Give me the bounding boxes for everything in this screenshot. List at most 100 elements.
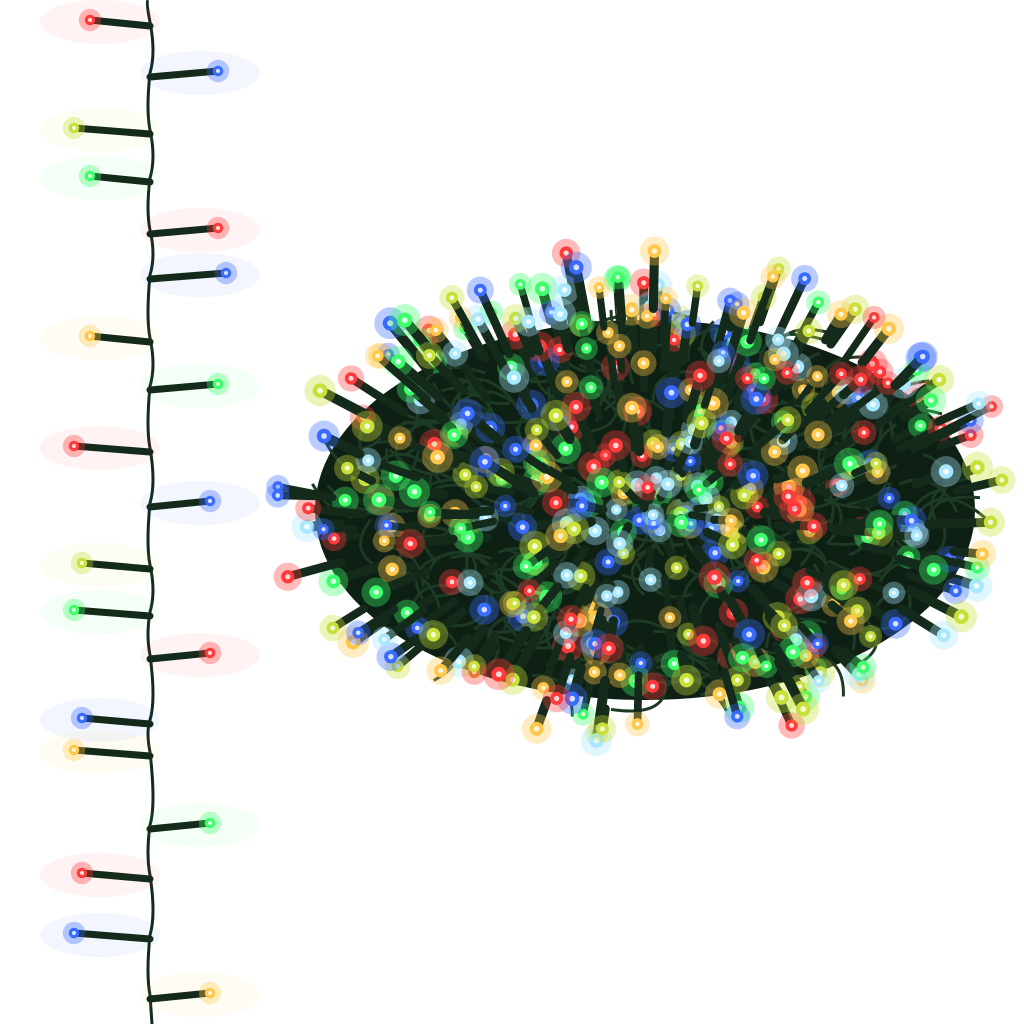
wire-coil bbox=[433, 525, 469, 572]
bulb-highlight bbox=[512, 600, 517, 606]
led-bulb bbox=[906, 585, 978, 633]
bulb-highlight bbox=[617, 540, 623, 547]
led-bulb bbox=[364, 343, 431, 404]
bulb-highlight bbox=[557, 533, 564, 539]
led-bulb bbox=[890, 341, 938, 390]
led-bulb bbox=[952, 466, 1016, 496]
led-bulb bbox=[773, 264, 819, 340]
led-bulb bbox=[605, 522, 634, 558]
bulb-highlight bbox=[527, 588, 532, 594]
led-bulb bbox=[942, 451, 993, 485]
bulb-highlight bbox=[724, 526, 731, 533]
bulb-highlight bbox=[571, 526, 577, 532]
led-bulb bbox=[728, 637, 758, 673]
led-bulb bbox=[796, 365, 829, 404]
bulb-highlight bbox=[928, 397, 934, 404]
wire-coil bbox=[780, 547, 839, 583]
bulb-highlight bbox=[79, 870, 85, 876]
led-bulb bbox=[719, 298, 759, 378]
bulb-highlight bbox=[430, 631, 437, 638]
led-bulb bbox=[308, 420, 365, 459]
led-bulb bbox=[709, 507, 745, 534]
led-bulb bbox=[700, 348, 732, 410]
wire-coil bbox=[761, 530, 792, 582]
bulb-highlight bbox=[976, 401, 982, 407]
led-bulb bbox=[581, 628, 607, 685]
bulb-stem bbox=[710, 296, 735, 364]
led-bulb bbox=[519, 582, 563, 632]
bulb-highlight bbox=[750, 472, 757, 479]
bulb-highlight bbox=[215, 225, 221, 231]
bulb-highlight bbox=[754, 557, 760, 563]
led-bulb bbox=[78, 164, 154, 188]
led-bulb bbox=[804, 361, 854, 415]
bulb-highlight bbox=[638, 660, 644, 666]
led-bulb bbox=[857, 313, 904, 368]
bulb-stem bbox=[571, 262, 592, 327]
led-bulb bbox=[897, 604, 959, 650]
bulb-stem bbox=[393, 632, 437, 671]
led-bulb bbox=[304, 374, 370, 419]
bulb-highlight bbox=[475, 316, 481, 322]
bulb-highlight bbox=[641, 360, 647, 366]
bulb-stem bbox=[579, 678, 595, 718]
led-bulb bbox=[720, 667, 751, 730]
bulb-highlight bbox=[727, 298, 733, 303]
bulb-stem bbox=[304, 504, 368, 519]
bulb-highlight bbox=[727, 461, 733, 467]
bulb-highlight bbox=[734, 677, 740, 683]
bulb-highlight bbox=[886, 325, 892, 332]
led-bulb bbox=[580, 615, 610, 659]
bulb-stem bbox=[70, 746, 154, 760]
bulb-highlight bbox=[588, 385, 594, 390]
bulb-highlight bbox=[215, 68, 221, 74]
bulb-highlight bbox=[590, 463, 597, 470]
bulb-highlight bbox=[716, 691, 723, 697]
led-bulb bbox=[146, 641, 222, 665]
led-bulb bbox=[638, 546, 663, 592]
led-bulb bbox=[600, 430, 632, 473]
bulb-highlight bbox=[902, 511, 908, 517]
bulb-highlight bbox=[739, 654, 746, 661]
led-bulb bbox=[629, 643, 653, 675]
bulb-stem bbox=[78, 559, 154, 573]
wire-coil bbox=[635, 562, 693, 599]
bulb-stem bbox=[716, 628, 742, 685]
led-bulb bbox=[792, 512, 828, 541]
bulb-stem bbox=[429, 439, 483, 468]
bulb-highlight bbox=[775, 337, 781, 343]
bulb-highlight bbox=[579, 503, 585, 509]
bulb-stem bbox=[373, 351, 431, 404]
led-bulb bbox=[371, 606, 428, 653]
bulb-stem bbox=[746, 272, 777, 345]
bulb-highlight bbox=[519, 524, 526, 530]
bulb-highlight bbox=[710, 400, 716, 407]
bulb-highlight bbox=[877, 369, 883, 375]
bulb-highlight bbox=[467, 580, 473, 586]
bulb-highlight bbox=[593, 737, 600, 744]
bulb-stem bbox=[793, 298, 823, 345]
bulb-highlight bbox=[876, 521, 883, 527]
led-bulb bbox=[933, 390, 992, 426]
bulb-highlight bbox=[473, 484, 479, 489]
led-bulb bbox=[418, 607, 468, 650]
led-bulb bbox=[70, 706, 154, 730]
bulb-highlight bbox=[462, 472, 468, 478]
bulb-highlight bbox=[628, 306, 635, 313]
bulb-highlight bbox=[686, 632, 691, 637]
led-bulb bbox=[715, 560, 750, 593]
led-bulb bbox=[678, 449, 702, 478]
led-bulb bbox=[331, 486, 372, 514]
bulb-stem bbox=[405, 534, 458, 549]
bulb-highlight bbox=[616, 479, 622, 485]
led-bulb bbox=[820, 300, 855, 345]
bulb-highlight bbox=[940, 632, 947, 639]
bulb-highlight bbox=[816, 300, 821, 305]
led-bulb bbox=[891, 413, 933, 444]
wire-coil bbox=[372, 402, 419, 445]
led-bulb bbox=[70, 861, 154, 885]
led-bulb bbox=[762, 604, 799, 640]
led-bulb bbox=[823, 563, 873, 592]
led-bulb bbox=[448, 516, 498, 541]
